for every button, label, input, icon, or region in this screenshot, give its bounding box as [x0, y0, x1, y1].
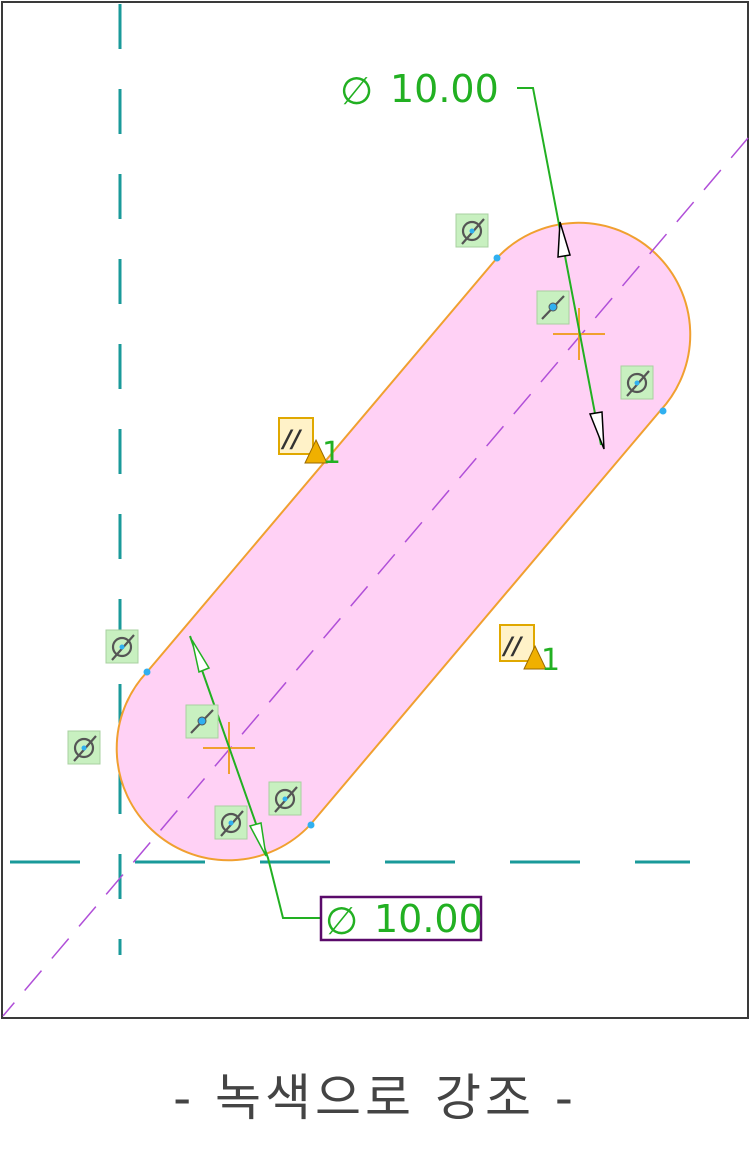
- dimension-bottom[interactable]: ∅ 10.00: [189, 635, 483, 943]
- arrowhead-bottom-2: [248, 822, 267, 857]
- dimension-selection-box[interactable]: [319, 895, 483, 942]
- parallel-index-2: 1: [541, 643, 560, 678]
- dimension-bottom-value[interactable]: 10.00: [374, 897, 483, 941]
- parallel-constraint-1[interactable]: // 1: [278, 417, 341, 471]
- parallel-constraint-2[interactable]: // 1: [499, 624, 560, 678]
- warning-triangle-2: [523, 644, 547, 670]
- tangent-constraint-icon[interactable]: [214, 805, 248, 840]
- point-on-line-constraint-icon[interactable]: [536, 290, 570, 325]
- figure-caption: - 녹색으로 강조 -: [173, 1069, 577, 1127]
- tangent-constraint-icon[interactable]: [455, 213, 489, 248]
- diagonal-centerline[interactable]: [2, 137, 749, 1017]
- parallel-index-1: 1: [322, 436, 341, 471]
- arrowhead-bottom-1: [191, 639, 211, 674]
- parallel-glyph-1: //: [280, 425, 303, 453]
- arrowhead-top-1: [557, 221, 571, 258]
- dimension-top-symbol: ∅: [340, 69, 373, 113]
- parallel-glyph-2: //: [501, 632, 524, 660]
- dimension-top[interactable]: ∅ 10.00: [340, 67, 605, 450]
- arrowhead-top-2: [588, 411, 605, 450]
- tangent-constraint-icon[interactable]: [268, 781, 302, 816]
- dimension-bottom-symbol: ∅: [325, 899, 358, 943]
- tangent-points: [143, 254, 667, 829]
- tangent-constraint-icon[interactable]: [67, 730, 101, 765]
- point-on-line-constraint-icon[interactable]: [185, 704, 219, 739]
- dimension-top-value[interactable]: 10.00: [390, 67, 499, 111]
- warning-triangle-1: [304, 438, 328, 464]
- tangent-constraint-icon[interactable]: [620, 365, 654, 400]
- tangent-constraint-icon[interactable]: [105, 629, 139, 664]
